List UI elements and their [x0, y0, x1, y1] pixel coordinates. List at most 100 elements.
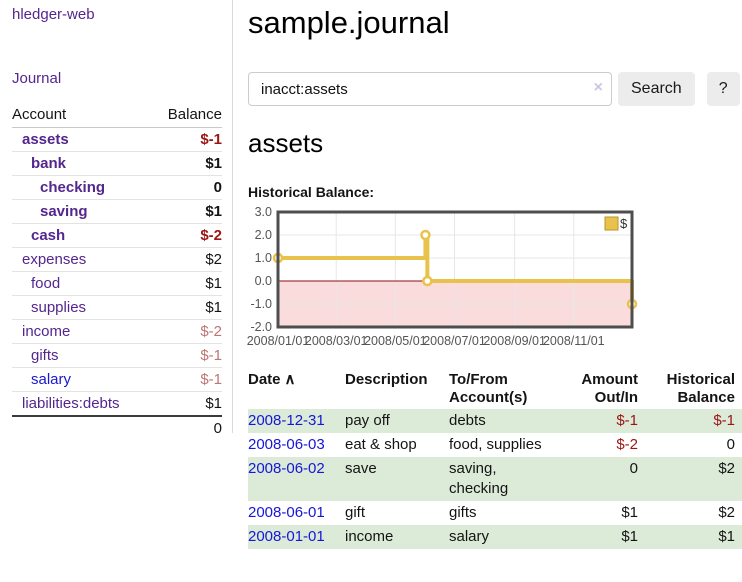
chart-data-marker [422, 275, 433, 287]
sidebar-item-journal[interactable]: Journal [12, 70, 62, 87]
transaction-row: 2008-06-01 gift gifts $1 $2 [248, 501, 742, 525]
sort-ascending-icon: ∧ [284, 371, 296, 388]
transaction-accounts: debts [449, 412, 486, 429]
account-link[interactable]: assets [22, 131, 69, 148]
y-axis-tick-label: 3.0 [255, 205, 272, 219]
transaction-date-link[interactable]: 2008-12-31 [248, 412, 325, 429]
account-link[interactable]: salary [31, 371, 72, 388]
transaction-amount: 0 [629, 460, 638, 477]
transaction-row: 2008-06-03 eat & shop food, supplies $-2 0 [248, 433, 742, 457]
account-balance: $-2 [200, 227, 222, 244]
transaction-description: income [345, 528, 394, 545]
account-link[interactable]: expenses [22, 251, 87, 268]
account-balance: $-1 [200, 131, 222, 148]
transaction-accounts: food, supplies [449, 436, 542, 453]
account-balance: $1 [205, 155, 222, 172]
transaction-balance: $2 [718, 504, 735, 521]
account-link[interactable]: checking [40, 179, 106, 196]
accounts-header-account: Account [12, 103, 152, 128]
legend-label: $ [620, 216, 628, 231]
register-table: Date ∧ Description To/From Account(s) Amo… [248, 370, 742, 549]
transaction-description: eat & shop [345, 436, 417, 453]
register-header-date[interactable]: Date ∧ [248, 370, 345, 409]
account-link[interactable]: bank [31, 155, 67, 172]
transaction-row: 2008-12-31 pay off debts $-1 $-1 [248, 409, 742, 433]
register-header-accounts: To/From Account(s) [449, 371, 528, 406]
transaction-date-link[interactable]: 2008-01-01 [248, 528, 325, 545]
app-brand-link[interactable]: hledger-web [12, 6, 95, 23]
search-button[interactable]: Search [618, 72, 695, 106]
page-title: sample.journal [248, 5, 450, 40]
register-header-amount: Amount Out/In [581, 371, 638, 406]
transaction-amount: $1 [621, 528, 638, 545]
chart-border [276, 210, 634, 329]
account-row: expenses $2 [12, 248, 222, 272]
chart-title: Historical Balance: [248, 184, 375, 200]
account-row: liabilities:debts $1 [12, 392, 222, 417]
help-button[interactable]: ? [706, 72, 740, 106]
account-link[interactable]: liabilities:debts [22, 395, 120, 412]
transaction-amount: $1 [621, 504, 638, 521]
sidebar: hledger-web Journal Account Balance asse… [0, 0, 233, 441]
account-link[interactable]: food [31, 275, 61, 292]
y-axis-tick-label: 2.0 [255, 228, 272, 242]
account-row: food $1 [12, 272, 222, 296]
account-balance: $-2 [200, 323, 222, 340]
clear-icon[interactable]: × [593, 79, 603, 96]
accounts-total-row: 0 [12, 415, 222, 441]
x-axis-tick-label: 2008/09/01 [483, 334, 546, 348]
account-row: saving $1 [12, 200, 222, 224]
account-row: checking 0 [12, 176, 222, 200]
x-axis-tick-label: 2008/11/01 [543, 334, 605, 348]
register-header-date-label: Date [248, 371, 281, 388]
account-link[interactable]: cash [31, 227, 66, 244]
x-axis-tick-label: 2008/01/01 [247, 334, 310, 348]
legend-swatch [604, 216, 619, 231]
account-balance: $2 [205, 251, 222, 268]
account-link[interactable]: supplies [31, 299, 87, 316]
account-link[interactable]: gifts [31, 347, 59, 364]
transaction-accounts: salary [449, 528, 490, 545]
accounts-table: Account Balance assets $-1 bank $1 checking 0… [12, 103, 222, 441]
main-content: sample.journal × Search ? assets Histori… [233, 0, 742, 549]
transaction-row: 2008-01-01 income salary $1 $1 [248, 525, 742, 549]
transaction-date-link[interactable]: 2008-06-02 [248, 460, 325, 477]
register-header-description: Description [345, 371, 428, 388]
account-balance: $1 [205, 299, 222, 316]
accounts-total-value: 0 [151, 415, 222, 441]
search-input[interactable] [248, 72, 612, 106]
y-axis-tick-label: 0.0 [255, 274, 272, 288]
account-row: income $-2 [12, 320, 222, 344]
account-balance: $1 [205, 203, 222, 220]
account-balance: $-1 [200, 347, 222, 364]
account-row: cash $-2 [12, 224, 222, 248]
chart-data-marker [420, 229, 431, 241]
account-row: supplies $1 [12, 296, 222, 320]
account-link[interactable]: income [22, 323, 71, 340]
transaction-date-link[interactable]: 2008-06-01 [248, 504, 325, 521]
x-axis-tick-label: 2008/07/01 [423, 334, 486, 348]
register-header-row: Date ∧ Description To/From Account(s) Amo… [248, 370, 742, 409]
transaction-description: pay off [345, 412, 390, 429]
transaction-amount: $-2 [616, 436, 638, 453]
account-balance: $-1 [200, 371, 222, 388]
transaction-balance: $1 [718, 528, 735, 545]
account-balance: 0 [213, 179, 222, 196]
y-axis-tick-label: 1.0 [255, 251, 272, 265]
y-axis-tick-label: -2.0 [250, 320, 272, 334]
account-row: salary $-1 [12, 368, 222, 392]
transaction-balance: 0 [726, 436, 735, 453]
transaction-row: 2008-06-02 save saving, checking 0 $2 [248, 457, 742, 501]
transaction-amount: $-1 [616, 412, 638, 429]
transaction-balance: $-1 [713, 412, 735, 429]
transaction-accounts: saving, checking [449, 460, 509, 497]
historical-balance-chart: $3.0 2.0 1.0 0.0 -1.0 -2.02008/01/012008/03/0… [247, 205, 638, 348]
transaction-accounts: gifts [449, 504, 477, 521]
y-axis-tick-label: -1.0 [250, 297, 272, 311]
account-row: assets $-1 [12, 128, 222, 152]
transaction-balance: $2 [718, 460, 735, 477]
x-axis-tick-label: 2008/03/01 [305, 334, 368, 348]
account-link[interactable]: saving [40, 203, 88, 220]
transaction-date-link[interactable]: 2008-06-03 [248, 436, 325, 453]
x-axis-tick-label: 2008/05/01 [364, 334, 427, 348]
